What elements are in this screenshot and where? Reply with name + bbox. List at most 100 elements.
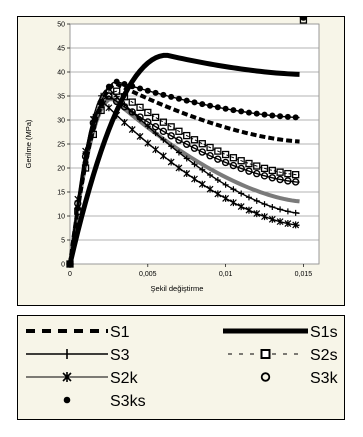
data-point-s3ks: [152, 89, 159, 96]
y-tick-label: 0: [61, 262, 65, 269]
data-point-s3: [160, 136, 167, 143]
data-point-s3: [214, 177, 221, 184]
data-point-s3k: [175, 136, 183, 144]
data-point-s3ks: [261, 111, 268, 118]
data-point-s3: [245, 194, 252, 201]
series-s1s: [67, 52, 300, 265]
data-point-s2k: [237, 203, 245, 211]
data-point-s2s: [113, 87, 121, 95]
series-line-s1: [68, 82, 300, 265]
data-point-s3k: [214, 155, 222, 163]
data-point-s3k: [206, 152, 214, 160]
data-point-s3ks: [245, 109, 252, 116]
data-point-s2k: [128, 126, 136, 134]
legend-marker-s3k: [260, 372, 271, 382]
legend-entry-s3ks: S3ks: [63, 393, 146, 410]
y-tick-label: 5: [61, 238, 65, 245]
legend-label-s3: S3: [110, 347, 130, 364]
legend-svg: S1 S1s S3 S2s S2k S3k S3ks: [26, 324, 339, 410]
data-point-s3k: [190, 144, 199, 152]
data-point-s3k: [159, 127, 168, 136]
data-point-s3: [261, 201, 268, 208]
data-point-s3k: [237, 164, 245, 173]
data-point-s3: [199, 166, 206, 173]
series-line-unnamed: [68, 97, 300, 265]
y-tick-label: 30: [57, 118, 65, 125]
data-point-s2s: [253, 162, 261, 170]
data-point-s3ks: [74, 205, 81, 212]
data-point-s3k: [128, 108, 136, 116]
data-point-s3: [191, 161, 198, 168]
legend-entry-s3: S3: [26, 347, 130, 364]
legend-label-s1: S1: [110, 324, 130, 341]
data-point-s3ks: [292, 114, 299, 121]
legend-label-s3ks: S3ks: [110, 393, 146, 410]
y-ticks: 0 5 10 15 20 25 30 35 40 45 50: [57, 22, 70, 269]
data-point-s3ks: [214, 104, 221, 111]
data-point-s3ks: [183, 97, 190, 104]
legend-label-s3k: S3k: [310, 370, 339, 387]
legend-entry-s2k: S2k: [26, 370, 139, 387]
data-point-s2s: [175, 127, 183, 135]
legend-entry-s1s: S1s: [223, 324, 338, 341]
data-point-s2k: [292, 221, 300, 229]
data-point-s3: [207, 172, 214, 179]
legend-label-s2s: S2s: [310, 347, 338, 364]
series-s1: [68, 82, 300, 265]
x-tick-label: 0,005: [139, 271, 157, 278]
data-point-s2k: [121, 118, 128, 126]
legend: S1 S1s S3 S2s S2k S3k S3ks: [17, 315, 345, 420]
data-point-s2k: [144, 139, 152, 147]
figure: 0 5 10 15 20 25 30 35 40 45 50 0 0,005 0,01 0,015 Şek…: [17, 16, 345, 420]
grid: [70, 23, 319, 265]
data-point-s3ks: [253, 110, 260, 117]
data-point-s2k: [152, 146, 160, 154]
legend-label-s2k: S2k: [110, 370, 139, 387]
data-point-s3k: [136, 113, 144, 121]
data-point-s3k: [260, 172, 269, 180]
data-point-s3ks: [121, 80, 128, 87]
data-point-s2s: [276, 168, 284, 176]
data-point-s2s: [198, 140, 206, 148]
data-point-s2k: [214, 190, 222, 198]
data-point-s2k: [198, 180, 206, 188]
data-point-s2s: [229, 154, 238, 162]
data-point-s3ks: [82, 159, 89, 166]
data-point-s3: [183, 155, 190, 162]
x-tick-label: 0,01: [219, 271, 233, 278]
data-point-s2k: [191, 175, 198, 183]
data-point-s2k: [159, 152, 167, 160]
data-point-s2k: [268, 215, 276, 223]
data-point-s2s: [260, 164, 269, 173]
legend-marker-s3ks: [63, 396, 71, 404]
data-point-s2s: [159, 118, 168, 126]
data-point-s2s: [292, 171, 300, 179]
data-point-s2k: [284, 220, 292, 228]
data-point-s3: [269, 203, 276, 210]
data-point-s3k: [151, 123, 160, 131]
y-axis-label: Gerilme (MPa): [24, 119, 33, 168]
data-point-s2k: [183, 170, 191, 178]
data-point-s3: [175, 149, 182, 156]
data-point-s3: [238, 190, 245, 197]
data-point-s3ks: [113, 78, 120, 85]
data-point-s2k: [276, 218, 284, 226]
data-point-s3ks: [230, 107, 237, 114]
legend-entry-s1: S1: [26, 324, 130, 341]
data-point-s2k: [136, 132, 144, 140]
series-line-s1s: [67, 52, 300, 265]
data-point-s3k: [120, 103, 129, 111]
data-point-s3k: [198, 148, 206, 156]
data-point-s3k: [291, 178, 300, 186]
y-tick-label: 20: [57, 166, 65, 173]
data-point-s3ks: [277, 113, 284, 120]
data-point-s3ks: [137, 85, 144, 92]
data-point-s3ks: [207, 102, 214, 109]
data-point-s3k: [253, 169, 261, 178]
legend-marker-s2k: [62, 372, 72, 382]
data-point-s3ks: [98, 98, 105, 105]
data-point-s2k: [175, 164, 183, 172]
series-s2k: [67, 101, 300, 268]
data-point-s2s: [245, 159, 253, 168]
legend-entry-s3k: S3k: [260, 370, 339, 387]
